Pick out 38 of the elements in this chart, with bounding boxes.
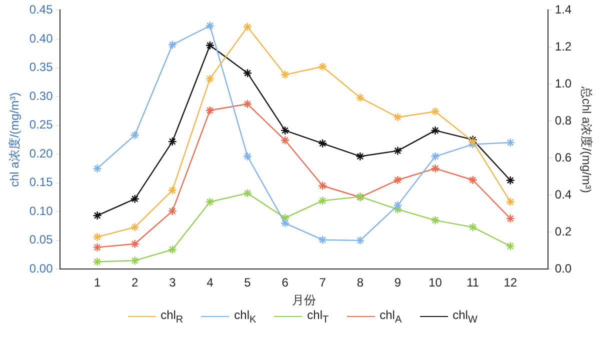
x-tick-label: 2 [132, 276, 139, 290]
legend-label: chl$_{K}$ [234, 308, 256, 326]
y-tick-label: 0.05 [29, 232, 54, 247]
y-tick-label: 0.45 [29, 2, 54, 17]
x-tick-label: 4 [206, 276, 214, 290]
y2-axis-title: 总chl a浓度/(mg/m³) [579, 85, 594, 194]
y2-tick-label: 1.4 [554, 2, 572, 17]
y2-tick-label: 0.8 [554, 114, 572, 128]
x-tick-label: 10 [428, 276, 442, 290]
y2-tick-label: 0.4 [554, 188, 572, 202]
y2-tick-label: 1.0 [554, 76, 572, 91]
legend-label: chl$_{R}$ [160, 308, 184, 326]
x-tick-label: 7 [319, 276, 326, 290]
y-tick-label: 0.15 [29, 175, 54, 190]
y2-tick-label: 1.2 [554, 40, 572, 54]
x-tick-label: 1 [94, 276, 101, 290]
y2-tick-label: 0.2 [554, 224, 572, 239]
y-axis-title: chl a浓度/(mg/m³) [8, 92, 22, 188]
x-tick-label: 12 [504, 276, 518, 290]
y-tick-label: 0.25 [29, 118, 54, 132]
x-axis-title: 月份 [292, 293, 316, 308]
legend-label: chl$_{W}$ [452, 308, 478, 326]
x-tick-label: 9 [394, 276, 402, 290]
y-tick-label: 0.00 [29, 262, 54, 276]
y-tick-label: 0.10 [29, 204, 54, 218]
y-tick-label: 0.20 [29, 146, 54, 160]
y2-tick-label: 0.6 [554, 150, 572, 165]
legend-label: chl$_{T}$ [307, 308, 329, 326]
x-tick-label: 5 [244, 276, 252, 290]
y-tick-label: 0.30 [29, 88, 54, 103]
y2-tick-label: 0.0 [554, 262, 572, 276]
y-tick-label: 0.35 [29, 60, 54, 74]
y-tick-label: 0.40 [29, 31, 54, 46]
x-tick-label: 8 [356, 276, 364, 290]
x-tick-label: 6 [282, 276, 289, 290]
x-tick-label: 3 [169, 276, 176, 290]
legend-label: chl$_{A}$ [380, 308, 402, 326]
x-tick-label: 11 [466, 276, 480, 290]
